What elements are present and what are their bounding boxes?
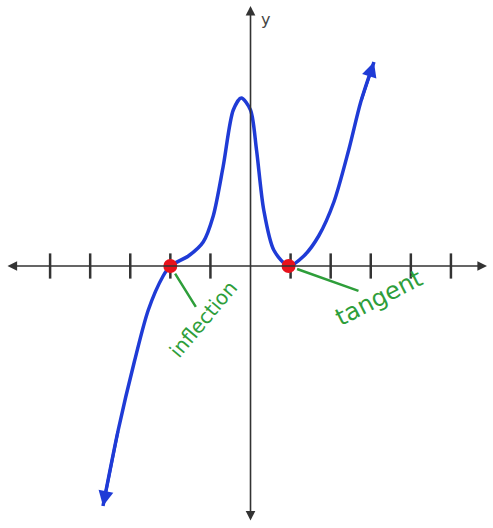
svg-text:y: y — [261, 10, 270, 29]
svg-text:inflection: inflection — [164, 276, 242, 362]
svg-text:tangent: tangent — [331, 264, 427, 332]
